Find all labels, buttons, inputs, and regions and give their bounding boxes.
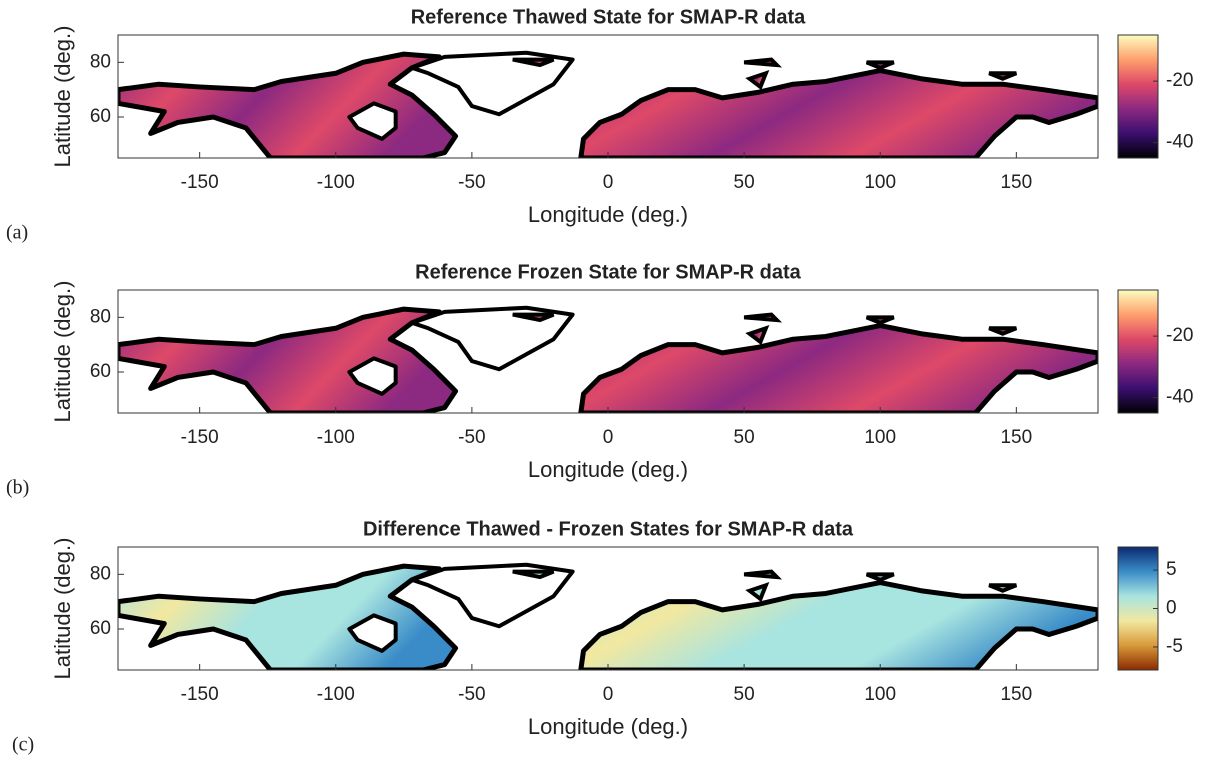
land [578,580,1098,670]
x-tick-label: 100 [864,427,896,448]
island [865,60,895,70]
colorbar-tick-label: -40 [1166,387,1193,408]
colorbar [1117,546,1159,671]
panel-title: Reference Thawed State for SMAP-R data [411,6,806,28]
x-tick-label: -100 [317,684,355,705]
x-tick-label: 100 [864,684,896,705]
x-tick-label: -150 [181,684,219,705]
land [118,51,459,158]
island [865,572,895,582]
panel-label: (b) [6,477,29,499]
map-area [118,50,1098,158]
panel-title: Difference Thawed - Frozen States for SM… [363,518,854,540]
map-area [118,305,1098,413]
island [745,582,770,603]
x-tick-label: -50 [458,427,485,448]
panel-label: (c) [12,734,34,756]
water-or-ice [410,562,575,629]
x-axis-label: Longitude (deg.) [528,202,688,227]
x-tick-label: 150 [1000,172,1032,193]
x-tick-label: 0 [603,684,614,705]
colorbar [1117,34,1159,159]
map-area [118,562,1098,670]
colorbar-tick-label: -40 [1166,132,1193,153]
y-tick-label: 60 [90,106,111,127]
island [865,315,895,325]
y-tick-label: 80 [90,51,111,72]
colorbar [1117,289,1159,414]
colorbar-tick-label: 5 [1166,559,1177,580]
x-tick-label: 100 [864,172,896,193]
x-tick-label: 50 [734,684,755,705]
x-tick-label: -100 [317,427,355,448]
water-or-ice [410,50,575,117]
y-axis-label: Latitude (deg.) [50,26,75,168]
x-tick-label: 50 [734,427,755,448]
island [988,583,1018,593]
island [745,325,770,346]
x-axis-label: Longitude (deg.) [528,714,688,739]
x-tick-label: 0 [603,427,614,448]
x-tick-label: 150 [1000,427,1032,448]
y-tick-label: 60 [90,618,111,639]
x-axis-label: Longitude (deg.) [528,457,688,482]
panel-title: Reference Frozen State for SMAP-R data [415,261,802,283]
water-or-ice [347,356,398,396]
x-tick-label: -150 [181,427,219,448]
water-or-ice [347,101,398,141]
island [743,569,783,580]
island [743,312,783,323]
island [512,569,555,580]
x-tick-label: 50 [734,172,755,193]
island [988,71,1018,81]
land [118,306,459,413]
land [578,323,1098,413]
y-tick-label: 80 [90,306,111,327]
panel: Reference Thawed State for SMAP-R data -1… [6,6,1193,243]
x-tick-label: 150 [1000,684,1032,705]
y-tick-label: 80 [90,563,111,584]
y-axis-label: Latitude (deg.) [50,281,75,423]
x-tick-label: -50 [458,684,485,705]
colorbar-tick-label: -20 [1166,70,1193,91]
water-or-ice [410,305,575,372]
island [988,326,1018,336]
water-or-ice [347,613,398,653]
panel: Reference Frozen State for SMAP-R data -1… [6,261,1193,498]
panel: Difference Thawed - Frozen States for SM… [12,518,1183,755]
x-tick-label: -100 [317,172,355,193]
y-tick-label: 60 [90,361,111,382]
land [578,68,1098,158]
panel-label: (a) [6,222,28,244]
colorbar-tick-label: -5 [1166,636,1183,657]
y-axis-label: Latitude (deg.) [50,538,75,680]
colorbar-tick-label: -20 [1166,325,1193,346]
x-tick-label: -50 [458,172,485,193]
island [512,57,555,68]
colorbar-tick-label: 0 [1166,598,1177,619]
island [512,312,555,323]
x-tick-label: -150 [181,172,219,193]
island [743,57,783,68]
land [118,563,459,670]
x-tick-label: 0 [603,172,614,193]
island [745,70,770,91]
